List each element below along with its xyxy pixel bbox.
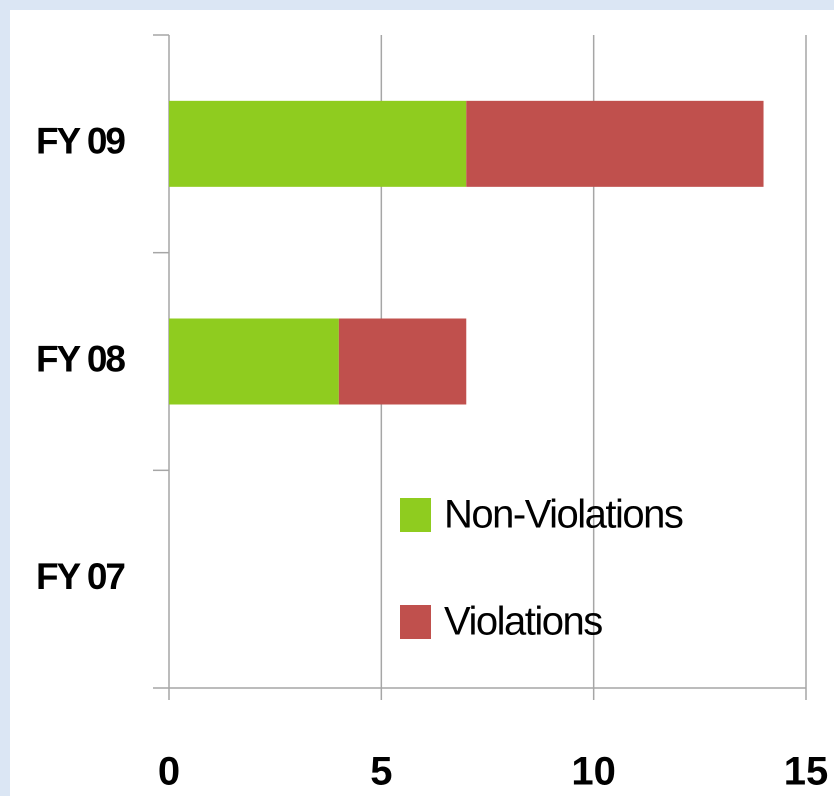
x-tick-label: 15 [784,750,829,794]
y-tick-label: FY 07 [36,556,124,597]
bar-segment [169,318,339,405]
bar-segment [338,318,467,405]
legend-label: Non-Violations [444,493,683,537]
y-tick-label: FY 09 [36,121,125,162]
legend-swatch [400,605,431,639]
x-tick-label: 0 [158,750,180,794]
legend-label: Violations [444,600,602,644]
x-tick-label: 5 [370,750,392,794]
y-tick-label: FY 08 [36,338,125,379]
x-tick-label: 10 [571,750,616,794]
bar-segment [466,100,764,187]
legend-swatch [400,498,431,532]
bar-segment [169,100,467,187]
